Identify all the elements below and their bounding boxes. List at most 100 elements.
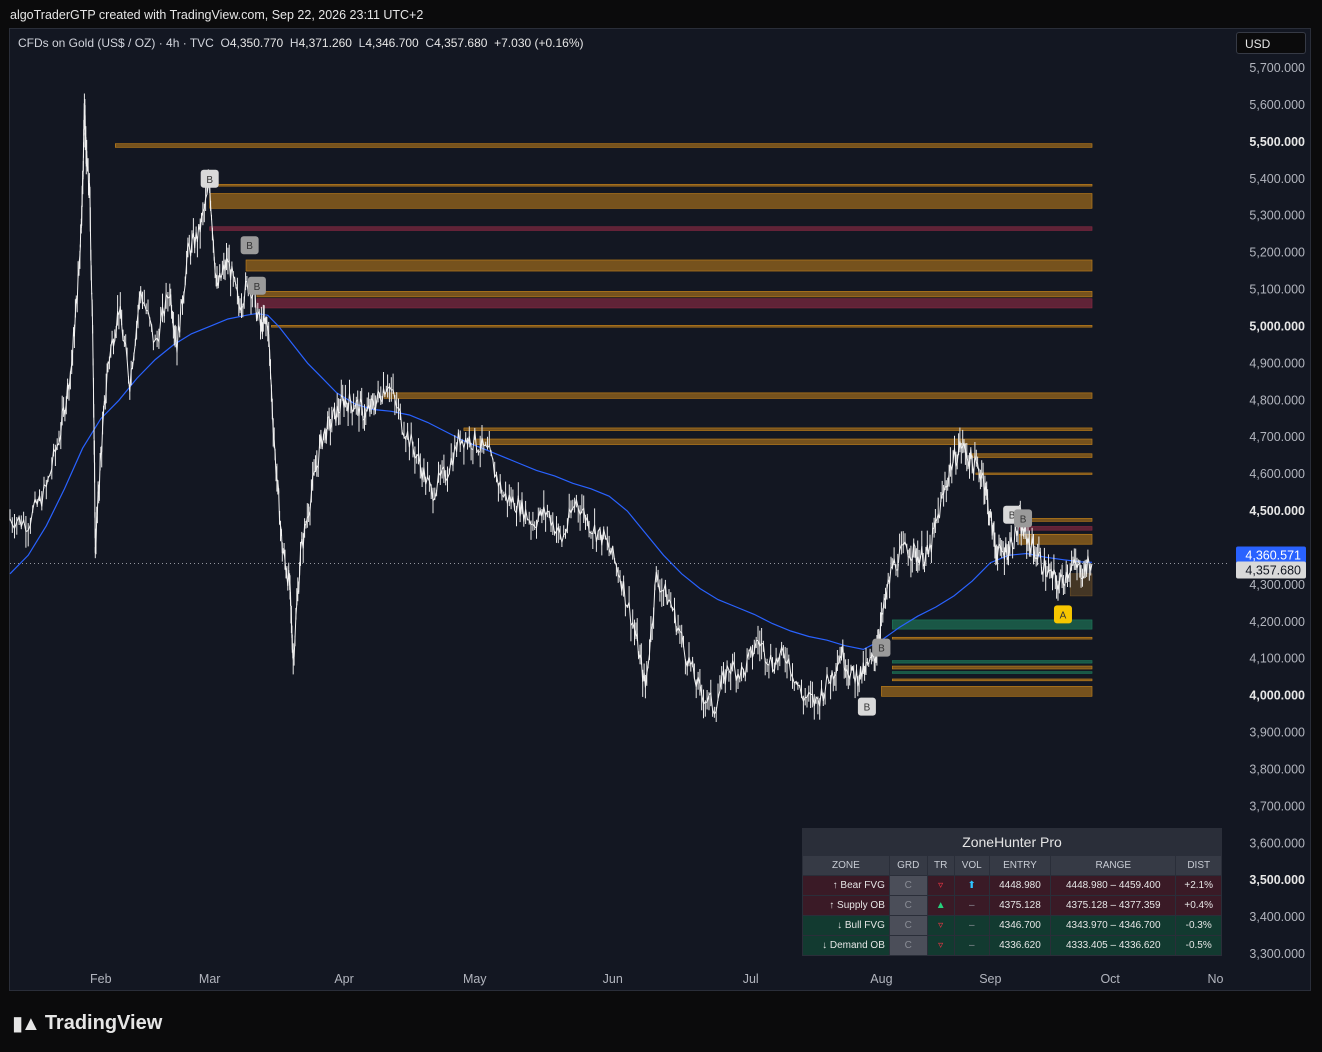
- signal-marker: B: [1014, 509, 1033, 528]
- low-label: L: [358, 36, 366, 50]
- y-tick-label: 3,300.000: [1249, 947, 1305, 961]
- col-grd: GRD: [888, 855, 928, 876]
- x-tick-label: Jun: [603, 972, 623, 986]
- ma-price-tag: 4,360.571: [1236, 546, 1306, 564]
- y-tick-label: 4,300.000: [1249, 578, 1305, 592]
- x-tick-label: Mar: [199, 972, 221, 986]
- zone-box: [209, 183, 1093, 187]
- col-entry: ENTRY: [988, 855, 1052, 876]
- y-tick-label: 5,100.000: [1249, 283, 1305, 297]
- price-tag-bg: [1236, 561, 1306, 579]
- y-tick-label: 4,100.000: [1249, 652, 1305, 666]
- zone-cell: ↓ Demand OB: [802, 935, 890, 956]
- marker-label: B: [864, 703, 871, 714]
- volume-cell: –: [953, 915, 990, 936]
- grade-cell: C: [888, 895, 928, 916]
- x-tick-label: Feb: [90, 972, 112, 986]
- y-tick-label: 3,900.000: [1249, 726, 1305, 740]
- tradingview-logo-icon: ▮▲: [12, 1013, 41, 1035]
- x-tick-label: No: [1207, 972, 1223, 986]
- change-value: +7.030 (+0.16%): [494, 36, 584, 50]
- y-tick-label: 3,400.000: [1249, 910, 1305, 924]
- y-tick-label: 3,500.000: [1249, 873, 1305, 887]
- col-vol: VOL: [953, 855, 990, 876]
- low-value: 4,346.700: [365, 36, 419, 50]
- zone-box: [971, 453, 1093, 458]
- zone-box: [1019, 526, 1093, 531]
- marker-badge: [240, 236, 259, 255]
- y-tick-label: 3,700.000: [1249, 799, 1305, 813]
- dist-cell: -0.3%: [1175, 915, 1222, 936]
- marker-label: A: [1060, 610, 1067, 621]
- range-cell: 4343.970 – 4346.700: [1050, 915, 1177, 936]
- range-cell: 4375.128 – 4377.359: [1050, 895, 1177, 916]
- y-tick-label: 5,500.000: [1249, 135, 1305, 149]
- zone-box: [892, 660, 1093, 664]
- signal-marker: B: [240, 236, 259, 255]
- x-tick-label: Aug: [870, 972, 892, 986]
- chart-credit: algoTraderGTP created with TradingView.c…: [10, 8, 424, 22]
- y-tick-label: 5,200.000: [1249, 246, 1305, 260]
- table-row: ↓ Demand OB C ▿ – 4336.620 4333.405 – 43…: [802, 935, 1222, 956]
- marker-label: B: [206, 175, 213, 186]
- marker-label: B: [254, 282, 261, 293]
- col-zone: ZONE: [802, 855, 890, 876]
- dist-cell: +2.1%: [1175, 875, 1222, 896]
- col-dist: DIST: [1175, 855, 1222, 876]
- table-row: ↑ Bear FVG C ▿ ⬆ 4448.980 4448.980 – 445…: [802, 875, 1222, 896]
- signal-marker: B: [857, 697, 876, 716]
- price-tag-text: 4,360.571: [1245, 548, 1301, 562]
- marker-badge: [1053, 605, 1072, 624]
- zone-box: [892, 636, 1093, 640]
- last-price-tag: 4,357.680: [1236, 561, 1306, 579]
- zone-box: [209, 226, 1093, 231]
- grade-cell: C: [888, 915, 928, 936]
- zone-box: [256, 291, 1093, 298]
- zone-box: [245, 259, 1093, 272]
- y-tick-label: 4,800.000: [1249, 393, 1305, 407]
- y-tick-label: 4,700.000: [1249, 430, 1305, 444]
- zone-box: [463, 427, 1093, 431]
- close-label: C: [425, 36, 435, 50]
- dist-cell: -0.5%: [1175, 935, 1222, 956]
- price-tag-text: 4,357.680: [1245, 564, 1301, 578]
- x-tick-label: Oct: [1100, 972, 1120, 986]
- zone-cell: ↓ Bull FVG: [802, 915, 890, 936]
- open-label: O: [220, 36, 230, 50]
- signal-marker: B: [872, 638, 891, 657]
- x-tick-label: Jul: [743, 972, 759, 986]
- marker-label: B: [1009, 511, 1016, 522]
- trend-cell: ▿: [926, 935, 955, 956]
- volume-cell: ⬆: [953, 875, 990, 896]
- symbol-title[interactable]: CFDs on Gold (US$ / OZ) · 4h · TVC: [18, 36, 214, 50]
- zone-box: [209, 193, 1093, 209]
- marker-badge: [857, 697, 876, 716]
- x-tick-label: Apr: [334, 972, 353, 986]
- entry-cell: 4375.128: [988, 895, 1052, 916]
- marker-badge: [247, 276, 266, 295]
- zone-box: [114, 143, 1093, 148]
- tradingview-brand[interactable]: ▮▲ TradingView: [12, 1011, 162, 1036]
- trend-cell: ▿: [926, 875, 955, 896]
- high-value: 4,371.260: [298, 36, 352, 50]
- price-tag-bg: [1236, 546, 1306, 564]
- ohlc-legend: CFDs on Gold (US$ / OZ) · 4h · TVC O4,35…: [18, 36, 584, 50]
- high-label: H: [289, 36, 299, 50]
- moving-average-line: [9, 312, 1093, 651]
- signal-marker: B: [200, 169, 219, 188]
- y-tick-label: 4,000.000: [1249, 689, 1305, 703]
- entry-cell: 4346.700: [988, 915, 1052, 936]
- range-cell: 4333.405 – 4336.620: [1050, 935, 1177, 956]
- zone-box: [892, 671, 1093, 674]
- zone-box: [1019, 533, 1093, 545]
- zone-box: [892, 678, 1093, 682]
- y-tick-label: 4,900.000: [1249, 356, 1305, 370]
- currency-selector[interactable]: USD: [1236, 32, 1306, 54]
- grade-cell: C: [888, 875, 928, 896]
- volume-cell: –: [953, 935, 990, 956]
- signal-marker: B: [247, 276, 266, 295]
- open-value: 4,350.770: [229, 36, 284, 50]
- close-value: 4,357.680: [434, 36, 488, 50]
- marker-badge: [872, 638, 891, 657]
